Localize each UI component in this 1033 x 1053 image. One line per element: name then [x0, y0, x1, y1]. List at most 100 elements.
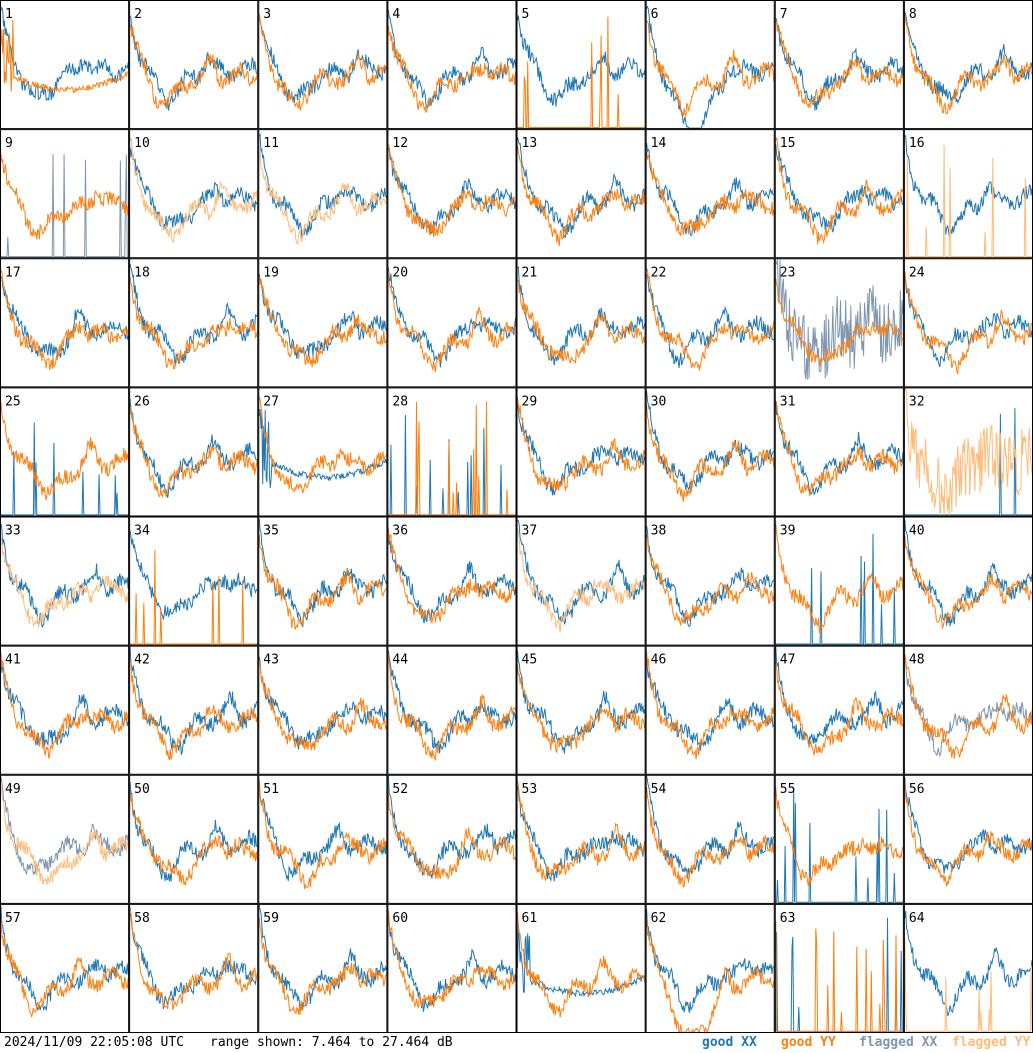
panel-label: 51: [263, 782, 279, 797]
panel-border: [774, 129, 904, 259]
panel-15: 15: [774, 129, 904, 259]
panel-border: [516, 516, 646, 646]
series-yy-32: [904, 386, 1033, 516]
panel-label: 24: [909, 265, 925, 280]
panel-border: [774, 258, 904, 388]
panel-label: 6: [651, 7, 659, 22]
panel-label: 55: [780, 782, 796, 797]
series-yy-5: [517, 16, 645, 128]
panel-border: [129, 903, 259, 1033]
series-yy-33: [0, 536, 129, 628]
panel-label: 52: [392, 782, 408, 797]
panel-58: 58: [129, 903, 259, 1033]
series-yy-19: [258, 277, 387, 368]
series-xx-1: [0, 6, 129, 101]
panel-47: 47: [774, 645, 904, 775]
panel-border: [129, 258, 259, 388]
panel-border: [0, 903, 130, 1033]
series-yy-8: [904, 14, 1033, 114]
panel-label: 64: [909, 911, 925, 926]
panel-label: 15: [780, 136, 796, 151]
series-xx-25: [1, 422, 129, 516]
panel-border: [129, 387, 259, 517]
series-xx-54: [646, 775, 775, 879]
panel-border: [516, 903, 646, 1033]
series-xx-12: [387, 147, 516, 235]
panel-border: [774, 774, 904, 904]
panel-45: 45: [516, 645, 646, 775]
series-yy-14: [646, 151, 775, 236]
panel-label: 50: [134, 782, 150, 797]
series-yy-58: [129, 907, 258, 1011]
series-xx-64: [904, 910, 1033, 1016]
panel-label: 42: [134, 653, 150, 668]
panel-border: [0, 387, 130, 517]
series-yy-63: [775, 920, 903, 1032]
panel-label: 60: [392, 911, 408, 926]
panel-label: 11: [263, 136, 279, 151]
series-yy-50: [129, 790, 258, 886]
series-xx-17: [0, 276, 129, 358]
panel-18: 18: [129, 258, 259, 388]
series-yy-35: [258, 534, 387, 630]
panel-border: [0, 645, 130, 775]
series-xx-10: [129, 147, 258, 230]
panel-label: 14: [651, 136, 667, 151]
series-yy-23: [775, 278, 904, 367]
panel-border: [774, 903, 904, 1033]
panel-border: [645, 129, 775, 259]
panel-2: 2: [129, 0, 259, 130]
series-xx-47: [775, 646, 904, 745]
series-yy-1: [0, 19, 129, 94]
series-yy-18: [129, 276, 258, 370]
panel-31: 31: [774, 387, 904, 517]
legend-good-yy: good YY: [781, 1035, 836, 1050]
series-xx-31: [775, 400, 904, 496]
series-yy-41: [0, 653, 129, 759]
panel-64: 64: [903, 903, 1033, 1033]
panel-border: [387, 387, 517, 517]
series-yy-30: [646, 403, 775, 502]
panel-11: 11: [258, 129, 388, 259]
series-yy-46: [646, 650, 775, 760]
series-yy-10: [129, 137, 258, 244]
panel-label: 59: [263, 911, 279, 926]
series-yy-4: [387, 25, 516, 113]
series-xx-15: [775, 144, 904, 233]
panel-label: 62: [651, 911, 667, 926]
panel-4: 4: [387, 0, 517, 130]
panel-border: [387, 903, 517, 1033]
series-xx-4: [387, 9, 516, 109]
series-yy-45: [517, 663, 646, 754]
panel-48: 48: [903, 645, 1033, 775]
panel-border: [258, 0, 388, 130]
footer-bar: 2024/11/09 22:05:08 UTC range shown: 7.4…: [0, 1033, 1033, 1053]
series-yy-56: [904, 780, 1033, 887]
panel-border: [0, 129, 130, 259]
series-yy-28: [388, 401, 516, 516]
panel-label: 35: [263, 524, 279, 539]
panel-border: [258, 645, 388, 775]
panel-label: 10: [134, 136, 150, 151]
panel-border: [903, 0, 1033, 130]
series-xx-27: [258, 409, 387, 489]
series-yy-27: [258, 396, 387, 495]
panel-label: 61: [522, 911, 538, 926]
panel-border: [645, 387, 775, 517]
series-yy-47: [775, 661, 904, 756]
legend-flagged-yy: flagged YY: [952, 1035, 1031, 1050]
series-yy-39: [775, 523, 904, 634]
series-xx-36: [387, 530, 516, 624]
series-xx-14: [646, 142, 775, 237]
panel-53: 53: [516, 774, 646, 904]
series-yy-16: [904, 144, 1032, 258]
panel-label: 28: [392, 394, 408, 409]
panel-label: 17: [5, 265, 21, 280]
series-yy-34: [130, 550, 258, 645]
panel-border: [387, 0, 517, 130]
panel-label: 36: [392, 524, 408, 539]
panel-border: [645, 258, 775, 388]
panel-label: 38: [651, 524, 667, 539]
panel-label: 13: [522, 136, 538, 151]
